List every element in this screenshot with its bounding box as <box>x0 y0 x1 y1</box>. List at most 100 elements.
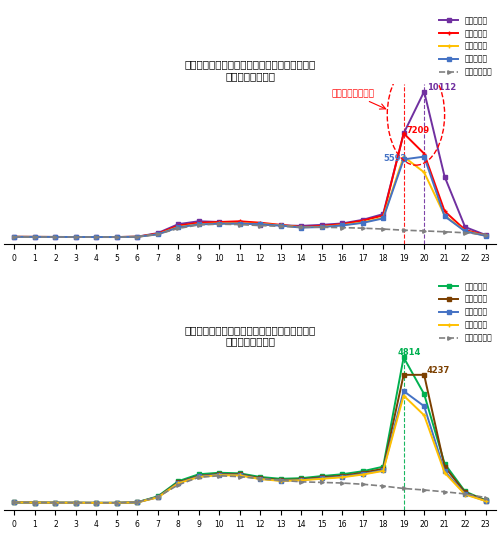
假期第八天 <box>298 477 304 483</box>
假期第五天 <box>442 461 448 467</box>
假期第四天 <box>114 234 120 240</box>
假期第三天 <box>134 233 140 240</box>
假期第八天 <box>442 470 448 476</box>
假期第一天 <box>155 230 161 236</box>
假期第六天 <box>462 489 468 496</box>
假期第二天 <box>360 217 366 224</box>
假期第四天 <box>442 213 448 220</box>
假期第七天 <box>134 499 140 506</box>
假期第五天 <box>360 468 366 474</box>
假期第七天 <box>257 475 263 482</box>
假期第一天 <box>360 216 366 223</box>
假期第五天 <box>155 493 161 499</box>
Line: 假期第八天: 假期第八天 <box>12 393 488 505</box>
假期第五天 <box>73 499 79 506</box>
假期第一天 <box>298 223 304 229</box>
假期第五天 <box>278 475 283 482</box>
假期第八天 <box>52 499 59 506</box>
假期第八天 <box>216 472 222 478</box>
假期第三天 <box>462 228 468 235</box>
假期第一天 <box>176 221 182 228</box>
假期第一天 <box>134 233 140 240</box>
历史周末均值 <box>176 225 182 232</box>
假期第八天 <box>360 471 366 478</box>
历史周末均值 <box>339 224 345 231</box>
假期第三天 <box>442 212 448 219</box>
假期第五天 <box>12 499 18 506</box>
假期第一天 <box>421 88 427 95</box>
历史周末均值 <box>257 475 263 482</box>
历史周末均值 <box>12 499 18 506</box>
假期第八天 <box>114 499 120 506</box>
假期第六天 <box>257 475 263 481</box>
假期第一天 <box>400 130 406 136</box>
Text: 7209: 7209 <box>406 126 430 135</box>
假期第三天 <box>94 234 100 240</box>
假期第六天 <box>52 499 59 506</box>
Line: 历史周末均值: 历史周末均值 <box>12 474 488 505</box>
历史周末均值 <box>134 233 140 240</box>
假期第二天 <box>12 233 18 240</box>
假期第五天 <box>257 474 263 480</box>
假期第四天 <box>12 233 18 240</box>
历史周末均值 <box>176 482 182 488</box>
假期第一天 <box>52 234 59 240</box>
假期第七天 <box>94 499 100 506</box>
假期第二天 <box>32 233 38 240</box>
历史周末均值 <box>196 222 202 228</box>
假期第二天 <box>400 130 406 136</box>
假期第一天 <box>216 219 222 225</box>
假期第七天 <box>278 478 283 484</box>
假期第六天 <box>196 473 202 479</box>
假期第三天 <box>339 222 345 228</box>
历史周末均值 <box>360 481 366 488</box>
假期第二天 <box>421 150 427 157</box>
假期第八天 <box>237 472 243 479</box>
历史周末均值 <box>298 479 304 485</box>
假期第二天 <box>462 227 468 233</box>
假期第四天 <box>360 220 366 226</box>
假期第七天 <box>298 477 304 483</box>
假期第二天 <box>114 234 120 240</box>
假期第四天 <box>52 234 59 240</box>
历史周末均值 <box>360 225 366 231</box>
历史周末均值 <box>442 489 448 495</box>
假期第四天 <box>400 156 406 163</box>
假期第一天 <box>380 211 386 217</box>
假期第一天 <box>94 234 100 240</box>
历史周末均值 <box>482 494 488 500</box>
假期第三天 <box>196 221 202 228</box>
假期第四天 <box>462 228 468 235</box>
假期第七天 <box>12 499 18 506</box>
历史周末均值 <box>114 234 120 240</box>
历史周末均值 <box>94 234 100 240</box>
假期第三天 <box>360 219 366 225</box>
历史周末均值 <box>400 485 406 491</box>
假期第八天 <box>257 476 263 482</box>
假期第八天 <box>12 499 18 506</box>
历史周末均值 <box>196 474 202 480</box>
历史周末均值 <box>237 473 243 480</box>
假期第七天 <box>462 491 468 497</box>
历史周末均值 <box>32 233 38 240</box>
假期第二天 <box>52 234 59 240</box>
假期第四天 <box>196 221 202 228</box>
假期第七天 <box>176 480 182 486</box>
假期第四天 <box>482 232 488 239</box>
历史周末均值 <box>73 499 79 506</box>
历史周末均值 <box>318 224 324 230</box>
假期第八天 <box>73 499 79 506</box>
假期第一天 <box>482 232 488 238</box>
假期第八天 <box>278 478 283 484</box>
假期第一天 <box>32 233 38 240</box>
假期第四天 <box>318 224 324 230</box>
历史周末均值 <box>94 499 100 506</box>
假期第五天 <box>216 470 222 476</box>
Line: 历史周末均值: 历史周末均值 <box>12 222 488 239</box>
假期第五天 <box>196 471 202 478</box>
假期第八天 <box>482 498 488 504</box>
假期第五天 <box>52 499 59 506</box>
假期第八天 <box>196 474 202 480</box>
历史周末均值 <box>298 224 304 230</box>
假期第五天 <box>298 475 304 481</box>
